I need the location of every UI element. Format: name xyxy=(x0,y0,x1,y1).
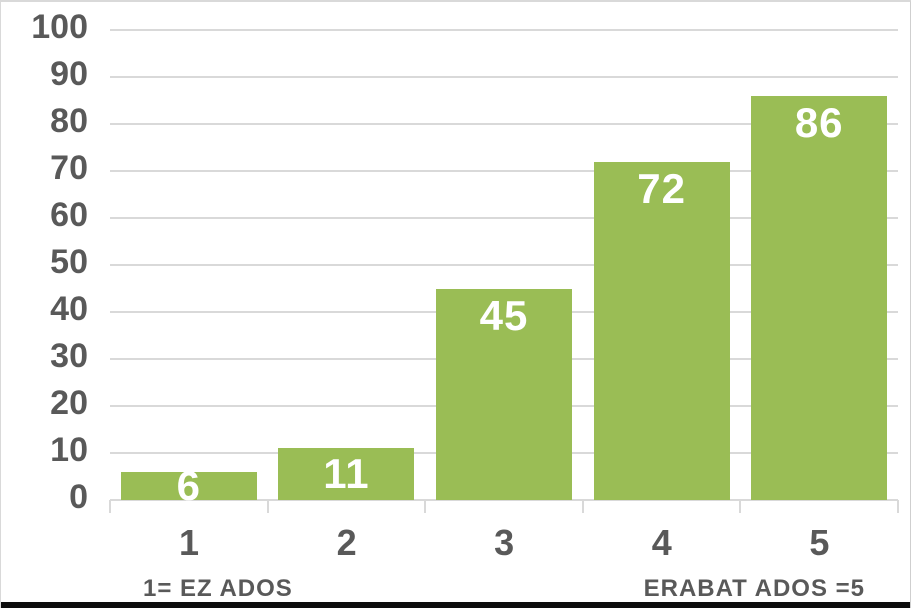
bar-5: 86 xyxy=(751,95,888,500)
y-axis-label-10: 10 xyxy=(50,431,88,469)
bar-value-label: 72 xyxy=(637,164,686,212)
gridline-0 xyxy=(110,499,898,501)
x-axis-tick xyxy=(897,500,899,513)
x-axis-tick xyxy=(109,500,111,513)
bar-3: 45 xyxy=(436,288,572,500)
x-axis-label-3: 3 xyxy=(494,522,515,563)
bar-value-label: 6 xyxy=(176,461,201,509)
y-axis-label-50: 50 xyxy=(50,243,88,281)
bar-1: 6 xyxy=(120,464,257,506)
x-axis-note-left: 1= EZ ADOS xyxy=(143,575,293,602)
x-axis-label-2: 2 xyxy=(336,522,357,563)
x-axis-tick xyxy=(266,500,269,513)
bar-value-label: 86 xyxy=(794,98,844,146)
gridline-90 xyxy=(110,76,898,78)
gridline-100 xyxy=(110,29,898,31)
bottom-black-bar xyxy=(1,602,910,608)
y-axis-label-70: 70 xyxy=(50,149,88,187)
x-axis-label-5: 5 xyxy=(809,522,830,563)
y-axis-label-20: 20 xyxy=(50,384,88,422)
gridline-70 xyxy=(110,170,898,172)
y-axis-label-40: 40 xyxy=(50,290,88,328)
y-axis-label-90: 90 xyxy=(50,55,88,93)
y-axis-label-80: 80 xyxy=(50,102,88,140)
x-axis-label-4: 4 xyxy=(651,522,672,563)
x-axis-tick xyxy=(739,500,742,513)
y-axis-label-30: 30 xyxy=(50,337,88,375)
gridline-60 xyxy=(110,217,898,219)
x-axis-note-right: ERABAT ADOS =5 xyxy=(643,575,865,602)
bar-2: 11 xyxy=(278,448,415,500)
bar-chart-plot: 6 11 45 72 86 xyxy=(110,29,898,506)
bar-value-label: 11 xyxy=(323,450,370,498)
gridline-80 xyxy=(110,123,898,125)
y-axis-label-100: 100 xyxy=(31,8,88,46)
y-axis-label-60: 60 xyxy=(50,196,88,234)
y-axis-label-0: 0 xyxy=(69,478,88,516)
bar-value-label: 45 xyxy=(479,291,529,339)
x-axis-tick xyxy=(424,500,427,513)
x-axis-tick xyxy=(581,500,584,513)
gridline-50 xyxy=(110,264,898,266)
bar-4: 72 xyxy=(593,161,730,500)
x-axis-label-1: 1 xyxy=(178,522,200,563)
